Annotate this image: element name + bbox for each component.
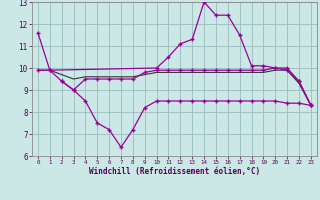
X-axis label: Windchill (Refroidissement éolien,°C): Windchill (Refroidissement éolien,°C) — [89, 167, 260, 176]
